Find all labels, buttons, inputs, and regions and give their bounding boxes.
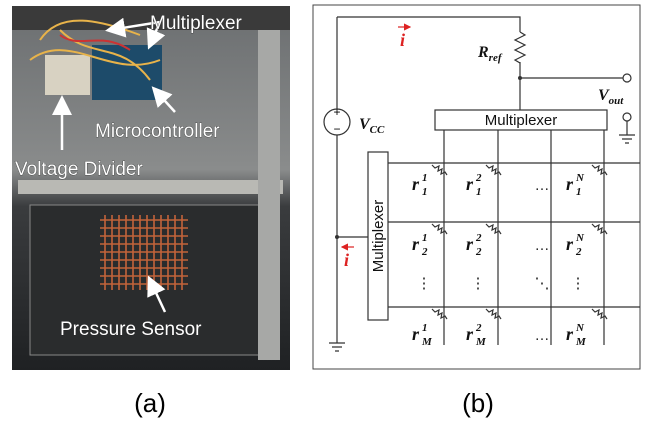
superscript: N bbox=[575, 232, 585, 244]
resistor-symbol: r bbox=[566, 324, 574, 344]
ellipsis: … bbox=[535, 237, 550, 254]
label: Microcontroller bbox=[95, 121, 220, 142]
ellipsis: … bbox=[535, 327, 550, 344]
ellipsis: ⋮ bbox=[417, 275, 432, 292]
subscript: M bbox=[475, 336, 487, 348]
superscript: 1 bbox=[422, 172, 428, 184]
ellipsis: ⋱ bbox=[535, 275, 550, 292]
superscript: 2 bbox=[475, 322, 482, 334]
minus: − bbox=[333, 122, 340, 136]
ellipsis: … bbox=[535, 177, 550, 194]
subscript: M bbox=[575, 336, 587, 348]
caption: (a) bbox=[134, 388, 166, 418]
resistor-symbol: r bbox=[466, 324, 474, 344]
sub: CC bbox=[370, 124, 385, 136]
current-label: i bbox=[344, 250, 349, 270]
superscript: 1 bbox=[422, 322, 428, 334]
figure: Multiplexer Microcontroller Voltage Divi… bbox=[0, 0, 654, 424]
superscript: 1 bbox=[422, 232, 428, 244]
subscript: 1 bbox=[576, 186, 582, 198]
superscript: 2 bbox=[475, 232, 482, 244]
superscript: 2 bbox=[475, 172, 482, 184]
subscript: M bbox=[421, 336, 433, 348]
subscript: 2 bbox=[575, 246, 582, 258]
resistor-symbol: r bbox=[466, 234, 474, 254]
current-label: i bbox=[400, 30, 405, 50]
subscript: 2 bbox=[421, 246, 428, 258]
multiplexer-label: Multiplexer bbox=[370, 200, 387, 273]
plus: + bbox=[333, 105, 340, 119]
resistor-symbol: r bbox=[412, 174, 420, 194]
superscript: N bbox=[575, 172, 585, 184]
ellipsis: ⋮ bbox=[571, 275, 586, 292]
resistor-symbol: r bbox=[566, 174, 574, 194]
resistor-symbol: r bbox=[412, 324, 420, 344]
superscript: N bbox=[575, 322, 585, 334]
caption: (b) bbox=[462, 388, 494, 418]
resistor-symbol: r bbox=[566, 234, 574, 254]
photo: Multiplexer Microcontroller Voltage Divi… bbox=[12, 6, 290, 370]
sub: ref bbox=[489, 52, 503, 64]
label: Pressure Sensor bbox=[60, 319, 202, 340]
label: Voltage Divider bbox=[15, 159, 143, 180]
subscript: 1 bbox=[476, 186, 482, 198]
multiplexer-label: Multiplexer bbox=[485, 112, 558, 129]
subscript: 2 bbox=[475, 246, 482, 258]
sub: out bbox=[609, 95, 625, 107]
label: Multiplexer bbox=[150, 13, 243, 34]
subscript: 1 bbox=[422, 186, 428, 198]
ellipsis: ⋮ bbox=[471, 275, 486, 292]
base: R bbox=[477, 44, 489, 61]
resistor-symbol: r bbox=[466, 174, 474, 194]
resistor-symbol: r bbox=[412, 234, 420, 254]
